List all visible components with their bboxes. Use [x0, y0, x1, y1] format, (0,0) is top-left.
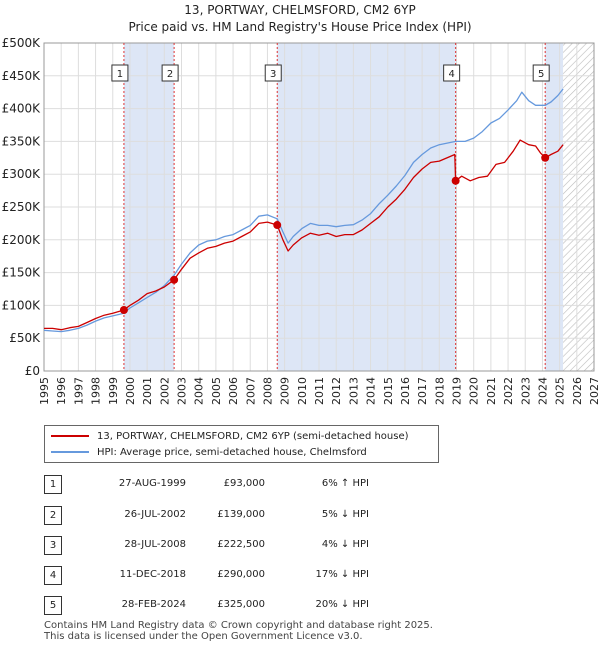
x-tick-label: 1997: [72, 377, 85, 405]
x-tick-label: 2025: [554, 377, 567, 405]
x-tick-label: 2008: [261, 377, 274, 405]
chart-title: 13, PORTWAY, CHELMSFORD, CM2 6YP: [184, 3, 416, 17]
transaction-number: 1: [44, 475, 62, 494]
y-tick-label: £100K: [2, 298, 42, 312]
transaction-date: 11-DEC-2018: [119, 569, 186, 580]
transaction-point: [541, 153, 550, 162]
transaction-label-box: [264, 64, 282, 82]
x-tick-label: 2021: [485, 377, 498, 405]
x-tick-label: 2003: [176, 377, 189, 405]
transaction-number: 5: [44, 596, 62, 615]
transaction-date: 28-FEB-2024: [121, 599, 186, 610]
x-tick-label: 1999: [107, 377, 120, 405]
y-tick-label: £300K: [2, 167, 42, 181]
x-tick-label: 2004: [193, 377, 206, 405]
x-tick-label: 2014: [365, 377, 378, 405]
transaction-hpi: 20% ↓ HPI: [315, 599, 369, 610]
table-row: 2 26-JUL-2002 £139,000 5% ↓ HPI: [44, 506, 544, 526]
transaction-number: 3: [44, 536, 62, 555]
legend-swatch-hpi: [51, 451, 89, 453]
x-tick-label: 2024: [536, 377, 549, 405]
transaction-price: £290,000: [217, 569, 265, 580]
transaction-number: 2: [44, 506, 62, 525]
x-tick-label: 2018: [433, 377, 446, 405]
footer-license: This data is licensed under the Open Gov…: [44, 631, 363, 642]
transaction-date: 27-AUG-1999: [118, 478, 186, 489]
x-tick-label: 2016: [399, 377, 412, 405]
legend-label-hpi: HPI: Average price, semi-detached house,…: [97, 446, 367, 458]
legend-item-hpi: HPI: Average price, semi-detached house,…: [51, 444, 367, 460]
y-tick-label: £450K: [2, 69, 42, 83]
transaction-label-box: [111, 64, 129, 82]
x-tick-label: 2002: [158, 377, 171, 405]
x-tick-label: 2020: [468, 377, 481, 405]
y-tick-label: £150K: [2, 266, 42, 280]
x-tick-label: 2017: [416, 377, 429, 405]
legend-swatch-property: [51, 435, 89, 437]
transaction-label: 3: [270, 69, 276, 80]
x-tick-label: 2022: [502, 377, 515, 405]
transaction-point: [119, 305, 128, 314]
chart-subtitle: Price paid vs. HM Land Registry's House …: [128, 20, 472, 34]
price-chart: £0 £50K £100K £150K £200K £250K £300K £350K £400…: [2, 36, 600, 405]
transaction-hpi: 6% ↑ HPI: [321, 478, 369, 489]
y-tick-label: £400K: [2, 102, 42, 116]
transaction-point: [170, 275, 179, 284]
legend-label-property: 13, PORTWAY, CHELMSFORD, CM2 6YP (semi-d…: [97, 430, 409, 442]
x-tick-label: 2010: [296, 377, 309, 405]
transaction-label: 5: [538, 69, 544, 80]
transaction-price: £139,000: [217, 509, 265, 520]
x-tick-label: 2009: [279, 377, 292, 405]
transaction-point: [273, 221, 282, 230]
x-tick-label: 2006: [227, 377, 240, 405]
y-tick-label: £200K: [2, 233, 42, 247]
transaction-hpi: 17% ↓ HPI: [315, 569, 369, 580]
x-tick-label: 1995: [38, 377, 51, 405]
transaction-label-box: [161, 64, 179, 82]
x-tick-label: 1998: [90, 377, 103, 405]
property-price-line: [44, 139, 564, 331]
x-tick-label: 2007: [244, 377, 257, 405]
x-tick-label: 2019: [451, 377, 464, 405]
x-tick-label: 2012: [330, 377, 343, 405]
hpi-line: [43, 88, 564, 333]
x-tick-label: 2005: [210, 377, 223, 405]
x-tick-label: 2027: [588, 377, 600, 405]
y-tick-label: £350K: [2, 134, 42, 148]
transaction-number: 4: [44, 566, 62, 585]
transaction-price: £93,000: [223, 478, 265, 489]
y-tick-label: £0: [25, 364, 40, 378]
table-row: 5 28-FEB-2024 £325,000 20% ↓ HPI: [44, 596, 544, 616]
transaction-label: 4: [448, 69, 454, 80]
transaction-price: £222,500: [217, 539, 265, 550]
x-tick-label: 2013: [347, 377, 360, 405]
transaction-label-box: [443, 64, 461, 82]
transaction-hpi: 5% ↓ HPI: [321, 509, 369, 520]
y-tick-label: £250K: [2, 200, 42, 214]
x-tick-label: 2000: [124, 377, 137, 405]
plot-border: [43, 42, 595, 372]
y-tick-label: £500K: [2, 36, 42, 50]
legend-item-property: 13, PORTWAY, CHELMSFORD, CM2 6YP (semi-d…: [51, 428, 409, 444]
table-row: 4 11-DEC-2018 £290,000 17% ↓ HPI: [44, 566, 544, 586]
transaction-label: 1: [117, 69, 123, 80]
transaction-label: 2: [167, 69, 173, 80]
x-tick-label: 2011: [313, 377, 326, 405]
transaction-date: 26-JUL-2002: [124, 509, 186, 520]
transaction-date: 28-JUL-2008: [124, 539, 186, 550]
y-tick-label: £50K: [9, 331, 41, 345]
table-row: 1 27-AUG-1999 £93,000 6% ↑ HPI: [44, 475, 544, 495]
footer-copyright: Contains HM Land Registry data © Crown c…: [44, 620, 433, 631]
transaction-hpi: 4% ↓ HPI: [321, 539, 369, 550]
x-tick-label: 2026: [571, 377, 584, 405]
transaction-price: £325,000: [217, 599, 265, 610]
x-tick-label: 2001: [141, 377, 154, 405]
chart-legend: 13, PORTWAY, CHELMSFORD, CM2 6YP (semi-d…: [44, 425, 439, 463]
transaction-point: [451, 176, 460, 185]
x-tick-label: 2015: [382, 377, 395, 405]
x-tick-label: 1996: [55, 377, 68, 405]
transaction-label-box: [532, 64, 550, 82]
x-tick-label: 2023: [519, 377, 532, 405]
table-row: 3 28-JUL-2008 £222,500 4% ↓ HPI: [44, 536, 544, 556]
